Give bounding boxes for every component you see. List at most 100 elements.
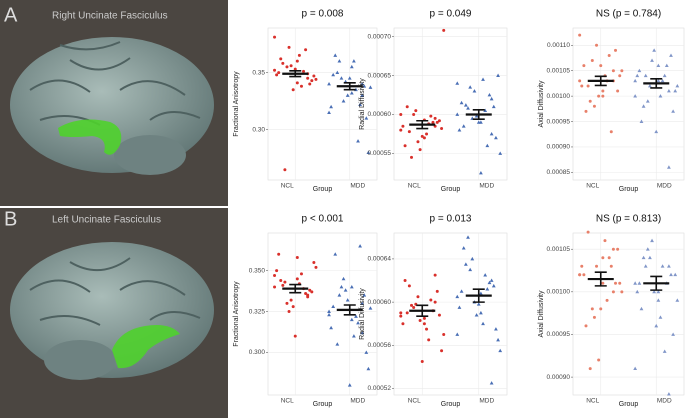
data-point xyxy=(478,170,483,175)
data-point xyxy=(658,315,663,319)
y-tick-label: 0.00060 xyxy=(368,111,392,118)
data-point xyxy=(667,165,671,169)
data-point xyxy=(461,246,466,250)
y-tick-label: 0.00060 xyxy=(368,299,392,306)
data-point xyxy=(468,85,473,89)
panel-label: B xyxy=(4,208,17,230)
data-point xyxy=(633,281,638,285)
data-point xyxy=(586,230,590,234)
data-point xyxy=(429,114,433,118)
data-point xyxy=(368,306,373,310)
data-point xyxy=(660,78,665,83)
data-point xyxy=(618,74,622,78)
data-point xyxy=(399,113,403,117)
x-axis-label: Group xyxy=(441,186,461,193)
x-tick-label: MDD xyxy=(479,398,494,405)
data-point xyxy=(275,73,279,77)
plot-area xyxy=(393,27,508,181)
data-point xyxy=(412,306,416,310)
data-point xyxy=(308,288,312,292)
data-point xyxy=(578,79,582,83)
data-point xyxy=(354,314,358,318)
panel-title: Right Uncinate Fasciculus xyxy=(52,11,168,22)
data-point xyxy=(580,84,584,88)
data-point xyxy=(498,348,503,353)
data-point xyxy=(299,272,303,276)
data-point xyxy=(611,290,615,294)
data-point xyxy=(652,48,657,52)
cerebellum xyxy=(114,135,186,175)
data-point xyxy=(578,33,582,37)
data-point xyxy=(620,69,624,73)
data-point xyxy=(489,381,494,385)
data-point xyxy=(611,69,615,73)
data-point xyxy=(279,57,283,61)
y-axis-label: Axial Diffusivity xyxy=(538,80,545,127)
data-point xyxy=(399,314,403,318)
data-point xyxy=(360,82,365,86)
data-point xyxy=(345,93,350,97)
data-point xyxy=(412,113,416,117)
data-point xyxy=(641,104,646,108)
y-tick-label: 0.350 xyxy=(249,267,266,274)
data-point xyxy=(437,313,441,317)
data-point xyxy=(483,108,488,113)
data-point xyxy=(637,281,642,285)
data-point xyxy=(654,129,659,134)
x-axis-label: Group xyxy=(441,401,461,408)
data-point xyxy=(614,281,618,285)
data-point xyxy=(609,130,613,134)
data-point xyxy=(337,59,342,63)
data-point xyxy=(308,82,312,86)
data-point xyxy=(287,45,291,49)
x-tick-label: NCL xyxy=(281,183,294,190)
data-point xyxy=(597,358,601,362)
data-point xyxy=(457,128,462,132)
y-tick-label: 0.00105 xyxy=(547,246,571,253)
data-point xyxy=(285,65,289,69)
data-point xyxy=(293,67,297,71)
data-point xyxy=(481,321,485,326)
x-tick-label: NCL xyxy=(408,183,421,190)
data-point xyxy=(601,89,605,93)
y-tick-label: 0.00095 xyxy=(547,118,571,125)
data-point xyxy=(287,310,291,314)
data-point xyxy=(595,43,599,47)
data-point xyxy=(478,310,483,315)
data-point xyxy=(339,285,344,289)
data-point xyxy=(637,68,642,73)
data-point xyxy=(673,272,678,277)
data-point xyxy=(425,132,429,136)
data-point xyxy=(429,298,433,302)
panel-title: Left Uncinate Fasciculus xyxy=(52,215,161,226)
data-point xyxy=(592,315,596,319)
data-point xyxy=(297,53,301,57)
data-point xyxy=(466,106,470,110)
data-point xyxy=(601,256,605,260)
data-point xyxy=(295,277,299,281)
cerebellum xyxy=(44,340,116,380)
data-point xyxy=(291,305,295,309)
data-point xyxy=(667,264,671,268)
data-point xyxy=(337,293,342,297)
data-point xyxy=(466,235,470,239)
data-point xyxy=(289,64,293,68)
data-point xyxy=(635,289,640,294)
data-point xyxy=(588,367,592,371)
data-point xyxy=(427,338,431,342)
y-tick-label: 0.00065 xyxy=(368,72,392,79)
data-point xyxy=(643,264,648,268)
data-point xyxy=(306,295,310,299)
data-point xyxy=(597,94,601,98)
data-point xyxy=(483,273,488,277)
data-point xyxy=(470,256,475,261)
data-point xyxy=(347,383,352,387)
data-point xyxy=(582,64,586,68)
data-point xyxy=(459,289,464,293)
data-point xyxy=(401,124,405,128)
data-point xyxy=(592,104,596,108)
data-point xyxy=(481,77,485,81)
data-point xyxy=(496,337,500,342)
data-point xyxy=(590,59,594,63)
